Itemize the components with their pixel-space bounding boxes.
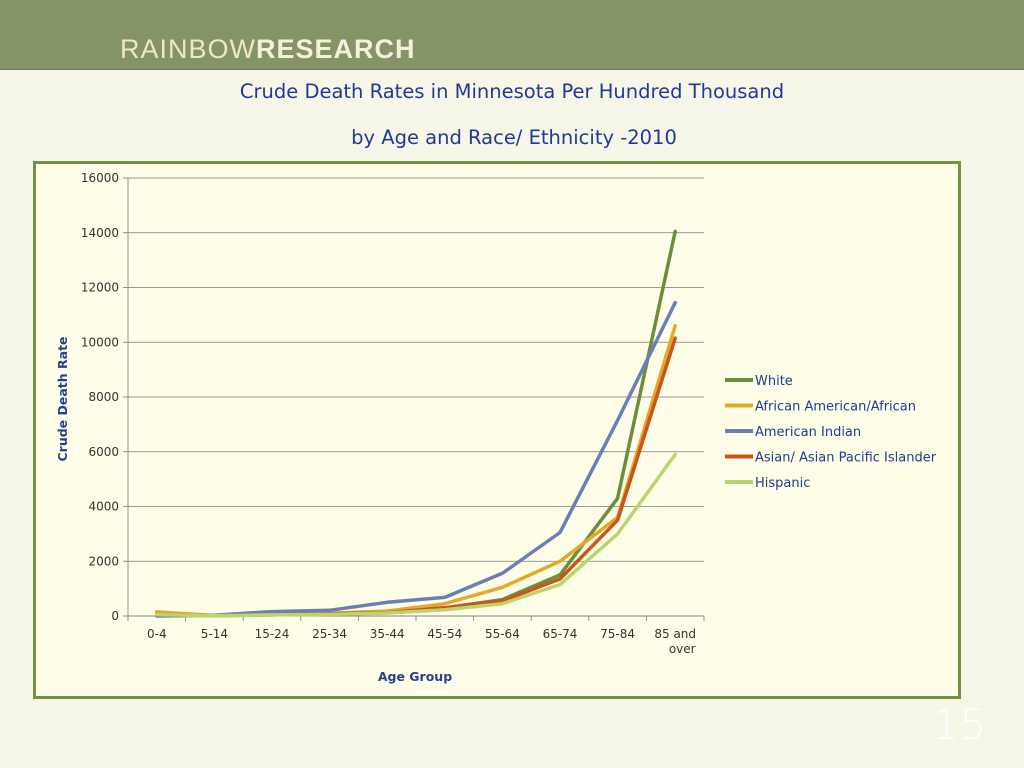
slide-title-line-2: by Age and Race/ Ethnicity -2010 — [351, 126, 677, 149]
legend-label: American Indian — [755, 425, 861, 440]
legend-label: Asian/ Asian Pacific Islander — [755, 451, 937, 466]
x-tick-label: 15-24 — [255, 627, 290, 641]
axes: 0 2000 4000 6000 8000 10000 12000 14000 16000 0-4… — [81, 171, 705, 656]
x-tick-label: 85 and over — [654, 627, 696, 656]
y-tick-label: 0 — [111, 609, 119, 623]
y-tick-label: 4000 — [88, 500, 119, 514]
x-tick-label: 55-64 — [485, 627, 520, 641]
x-tick-label: 75-84 — [600, 627, 635, 641]
logo-text-rainbow: RAINBOW — [120, 34, 257, 64]
y-tick-label: 2000 — [88, 554, 119, 568]
legend-label: African American/African — [755, 400, 916, 415]
x-tick-label: 45-54 — [427, 627, 462, 641]
y-tick-label: 6000 — [88, 445, 119, 459]
slide-number: 15 — [932, 700, 986, 749]
series-line-4 — [155, 336, 677, 618]
legend-label: Hispanic — [755, 476, 810, 491]
slide-title-line-1: Crude Death Rates in Minnesota Per Hundr… — [239, 80, 785, 103]
line-chart: 0 2000 4000 6000 8000 10000 12000 14000 16000 0-4… — [55, 171, 937, 684]
y-axis-title: Crude Death Rate — [55, 336, 70, 461]
header-bar: RAINBOWRESEARCH — [0, 0, 1024, 70]
legend: White African American/African American In… — [725, 374, 937, 491]
series-line-3 — [155, 300, 677, 618]
y-tick-label: 14000 — [81, 226, 119, 240]
x-tick-label: 25-34 — [312, 627, 347, 641]
x-tick-label: 0-4 — [147, 627, 167, 641]
x-tick-label: 5-14 — [201, 627, 228, 641]
gridlines — [128, 177, 704, 617]
x-axis-title: Age Group — [378, 669, 452, 684]
legend-label: White — [755, 374, 793, 389]
y-tick-label: 10000 — [81, 335, 119, 349]
x-tick-label: 65-74 — [543, 627, 578, 641]
chart-frame: 0 2000 4000 6000 8000 10000 12000 14000 16000 0-4… — [33, 161, 961, 699]
series-line-2 — [155, 324, 677, 618]
series-lines — [155, 229, 677, 618]
series-line-5 — [155, 452, 677, 618]
y-tick-label: 12000 — [81, 281, 119, 295]
rainbow-research-logo: RAINBOWRESEARCH — [120, 34, 416, 64]
y-tick-label: 8000 — [88, 390, 119, 404]
logo-text-research: RESEARCH — [256, 34, 416, 64]
y-tick-label: 16000 — [81, 171, 119, 185]
x-tick-label: 35-44 — [370, 627, 405, 641]
series-line-1 — [155, 229, 677, 618]
